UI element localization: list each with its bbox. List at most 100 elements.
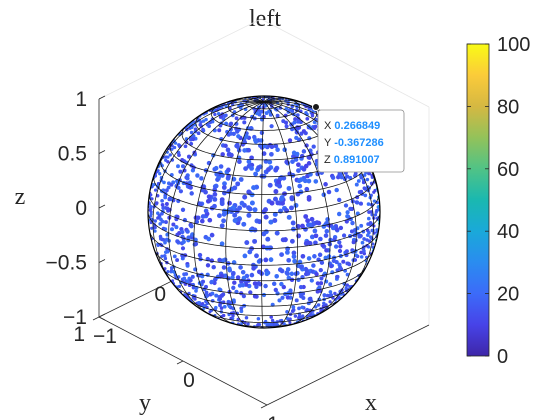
scatter-point (293, 314, 298, 318)
scatter-point (222, 257, 228, 263)
scatter-point (170, 158, 175, 162)
scatter-point (322, 301, 326, 306)
data-tip-marker[interactable] (312, 103, 320, 111)
data-tip-x-label: X (324, 120, 332, 132)
scatter-point (288, 321, 292, 325)
scatter-point (372, 199, 377, 203)
scatter-point (172, 254, 177, 259)
scatter-point (169, 182, 174, 187)
scatter-point (206, 194, 212, 200)
scatter-point (217, 257, 222, 263)
scatter-point (207, 124, 211, 129)
scatter-point (252, 238, 258, 244)
scatter-point (204, 117, 208, 122)
scatter-point (188, 124, 192, 128)
scatter-point (351, 240, 356, 245)
scatter-point (273, 167, 279, 173)
scatter-point (354, 182, 359, 187)
scatter-point (291, 226, 296, 232)
scatter-point (301, 166, 307, 172)
scatter-point (223, 143, 228, 148)
scatter-point (251, 185, 257, 191)
scatter-point (246, 189, 252, 195)
colorbar-tick-label: 40 (497, 221, 519, 243)
scatter-point (275, 200, 281, 206)
scatter-point (256, 317, 261, 321)
sphere-wireframe (148, 96, 380, 328)
data-tip-y-value: -0.367286 (334, 137, 384, 149)
scatter-point (362, 237, 366, 241)
scatter-point (290, 109, 295, 113)
scatter-point (153, 229, 157, 233)
scatter-point (167, 197, 172, 202)
scatter-point (285, 267, 291, 272)
scatter-point (232, 280, 237, 285)
scatter-point (201, 128, 206, 133)
scatter-point (175, 258, 180, 263)
scatter-point (345, 210, 350, 215)
scatter-point (269, 323, 273, 327)
scatter-point (302, 178, 308, 184)
scatter-point (195, 173, 200, 178)
scatter-point (329, 264, 334, 269)
scatter-point (214, 293, 219, 298)
scatter-point (252, 227, 258, 233)
scatter-point (249, 125, 254, 131)
scatter-point (263, 257, 269, 263)
scatter-point (311, 144, 316, 149)
scatter-point (230, 271, 236, 277)
scatter-point (361, 180, 366, 185)
scatter-point (295, 113, 300, 117)
scatter-point (366, 216, 371, 221)
scatter-point (186, 235, 191, 240)
scatter-point (178, 169, 183, 174)
scatter-point (225, 129, 230, 134)
scatter-point (314, 220, 320, 225)
scatter-point (350, 221, 355, 226)
scatter-point (213, 112, 217, 117)
scatter-point (272, 211, 278, 217)
scatter-point (291, 150, 297, 156)
scatter-point (219, 306, 224, 310)
scatter-point (354, 253, 358, 258)
scatter-point (155, 194, 160, 198)
scatter-point (203, 208, 209, 214)
scatter-point (229, 316, 233, 321)
scatter-point (323, 233, 329, 238)
scatter-point (231, 285, 236, 290)
meridian-line (152, 101, 265, 294)
scatter-point (254, 253, 259, 259)
scatter-point (261, 292, 267, 298)
scatter-point (256, 323, 260, 327)
scatter-point (148, 208, 152, 212)
z-tick-label: 0.5 (58, 143, 87, 166)
scatter-point (230, 275, 235, 280)
scatter-point (224, 121, 229, 126)
z-tick-mark (98, 95, 106, 100)
scatter-point (253, 139, 259, 144)
scatter-point (257, 219, 262, 225)
scatter-point (328, 290, 333, 294)
scatter-point (243, 166, 249, 172)
scatter-point (341, 233, 347, 238)
scatter-point (273, 287, 278, 293)
scatter-point (153, 188, 158, 192)
scatter-point (328, 282, 333, 287)
scatter-point (219, 293, 224, 298)
scatter-point (312, 254, 317, 259)
scatter-point (329, 293, 333, 297)
y-tick-mark (98, 316, 106, 321)
scatter-point (308, 296, 313, 301)
data-tip[interactable]: X 0.266849 Y -0.367286 Z 0.891007 (312, 103, 405, 173)
scatter-point (306, 196, 312, 202)
scatter-point (264, 271, 270, 277)
scatter-point (335, 274, 339, 279)
scatter-point (232, 212, 238, 218)
scatter-point (201, 119, 206, 123)
scatter-point (368, 220, 373, 225)
scatter-point (331, 258, 336, 264)
scatter-point (286, 257, 292, 263)
scatter-point (165, 232, 170, 237)
scatter-point (180, 256, 185, 261)
z-tick-mark (98, 259, 106, 263)
